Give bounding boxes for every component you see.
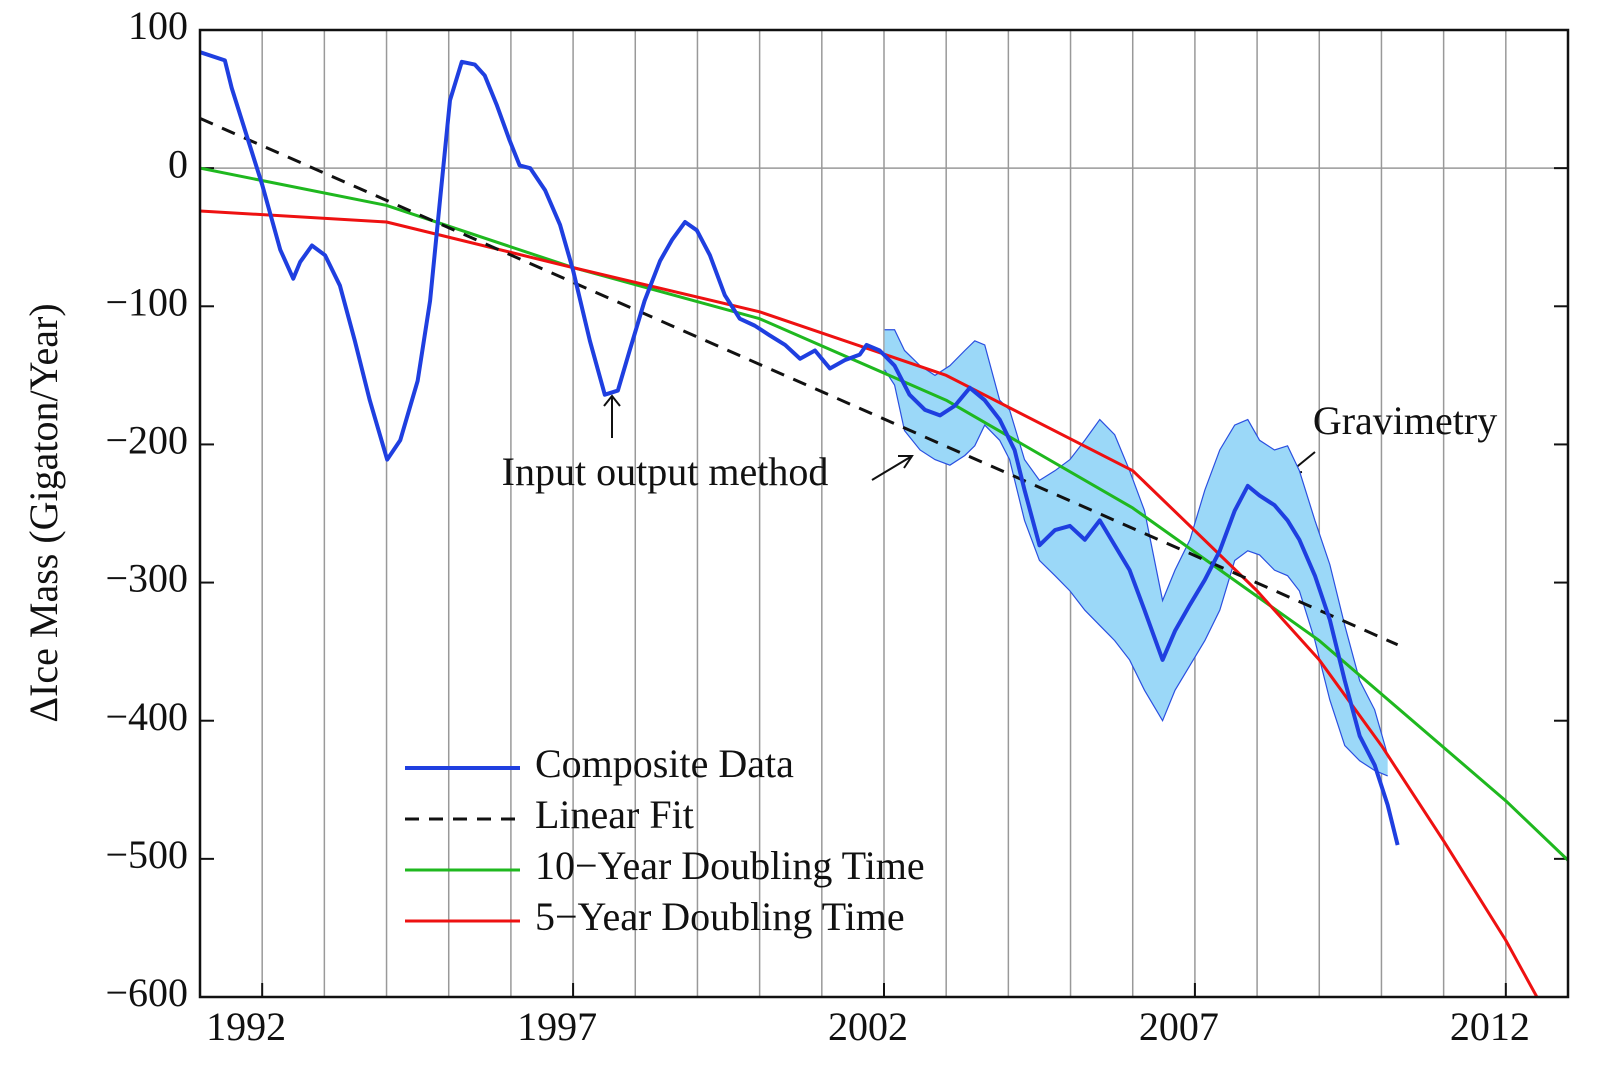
- legend-label: 5−Year Doubling Time: [535, 894, 905, 939]
- arrow: [871, 455, 914, 481]
- y-tick-label: −200: [105, 418, 188, 463]
- x-tick-label: 1992: [206, 1004, 286, 1049]
- annotation: Gravimetry: [1313, 398, 1497, 443]
- arrow: [603, 394, 621, 438]
- y-tick-label: −400: [105, 694, 188, 739]
- y-tick-label: −100: [105, 279, 188, 324]
- series-line: [200, 209, 1539, 997]
- x-tick-label: 1997: [517, 1004, 597, 1049]
- y-tick-label: −500: [105, 832, 188, 877]
- legend-label: Composite Data: [535, 741, 794, 786]
- series-line: [200, 117, 1399, 647]
- series-line: [200, 50, 1400, 846]
- x-tick-label: 2007: [1139, 1004, 1219, 1049]
- y-tick-label: −300: [105, 556, 188, 601]
- plot-layer: [200, 50, 1568, 997]
- y-tick-label: −600: [105, 970, 188, 1015]
- y-tick-label: 100: [128, 3, 188, 48]
- y-axis-label: ΔIce Mass (Gigaton/Year): [21, 303, 66, 722]
- x-tick-label: 2002: [828, 1004, 908, 1049]
- band-lower-edge: [884, 369, 1388, 777]
- x-tick-label: 2012: [1450, 1004, 1530, 1049]
- legend-label: Linear Fit: [535, 792, 694, 837]
- plot-frame: [198, 28, 1570, 999]
- y-tick-label: 0: [168, 141, 188, 186]
- annotation: Input output method: [502, 449, 829, 494]
- legend-label: 10−Year Doubling Time: [535, 843, 925, 888]
